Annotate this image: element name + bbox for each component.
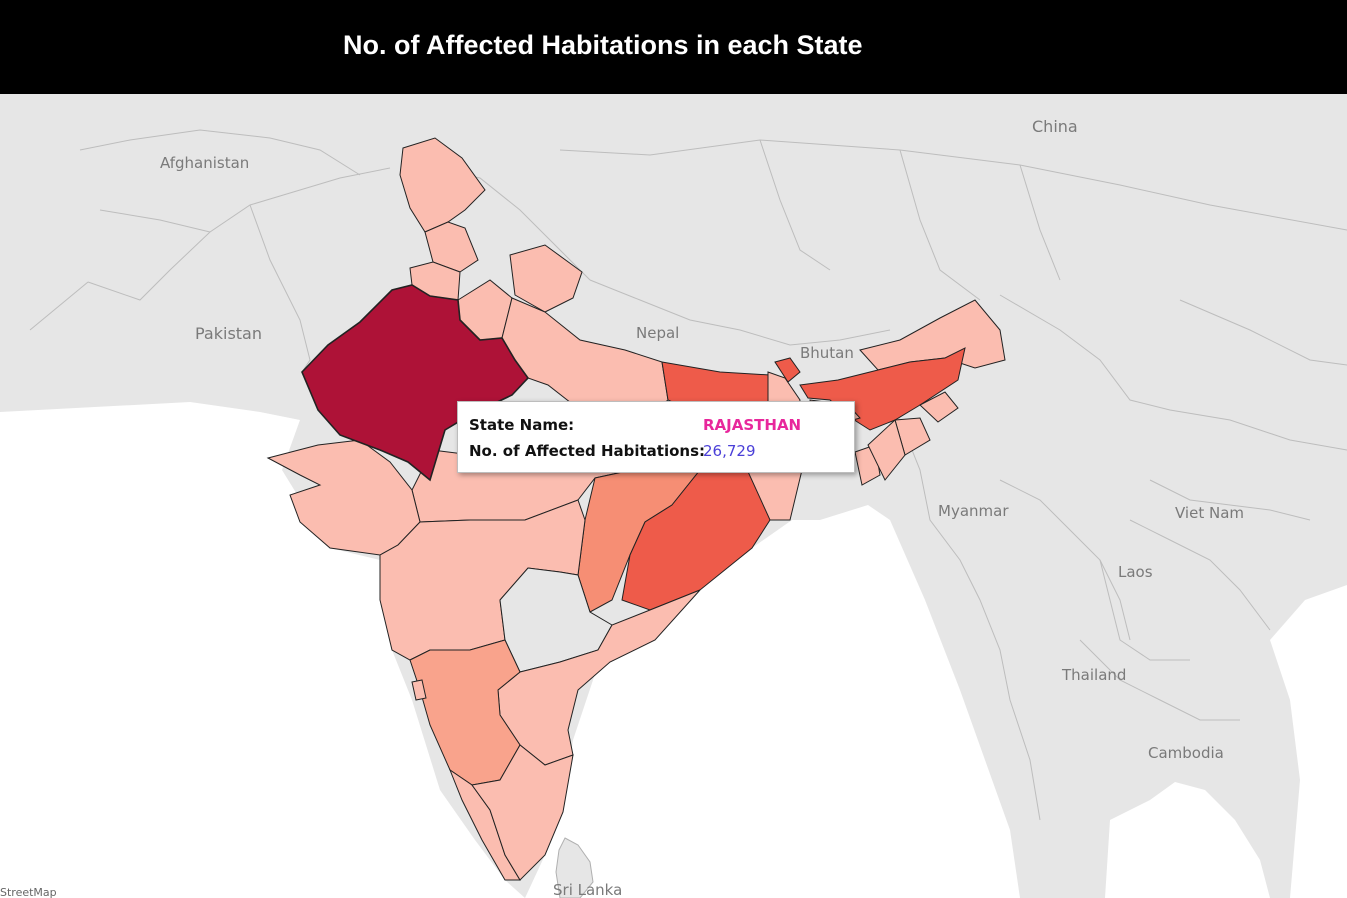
- label-pakistan: Pakistan: [195, 324, 262, 343]
- sri-lanka: [555, 837, 594, 898]
- state-uttarakhand[interactable]: [509, 244, 583, 313]
- state-karnataka[interactable]: [409, 639, 521, 786]
- label-myanmar: Myanmar: [938, 502, 1009, 520]
- state-sikkim[interactable]: [774, 357, 801, 383]
- label-bhutan: Bhutan: [800, 344, 854, 362]
- label-afghanistan: Afghanistan: [160, 154, 250, 172]
- page-title: No. of Affected Habitations in each Stat…: [343, 30, 863, 60]
- gulf-of-thailand: [1105, 782, 1270, 898]
- label-nepal: Nepal: [636, 324, 680, 342]
- arabian-sea: [0, 402, 525, 898]
- state-jammu-kashmir[interactable]: [399, 137, 486, 233]
- map-canvas[interactable]: [0, 94, 1347, 898]
- bay-of-bengal: [525, 505, 1020, 898]
- state-mizoram[interactable]: [867, 419, 906, 481]
- tooltip-count-label: No. of Affected Habitations:: [469, 442, 706, 460]
- state-rajasthan[interactable]: [301, 284, 530, 482]
- label-sri-lanka: Sri Lanka: [553, 881, 623, 898]
- state-tooltip: State Name: RAJASTHAN No. of Affected Ha…: [457, 401, 855, 473]
- label-china: China: [1032, 117, 1078, 136]
- state-tamil-nadu[interactable]: [471, 744, 574, 881]
- label-thailand: Thailand: [1062, 666, 1127, 684]
- state-goa[interactable]: [411, 679, 427, 701]
- tooltip-state-label: State Name:: [469, 416, 575, 434]
- label-vietnam: Viet Nam: [1175, 504, 1245, 522]
- state-nagaland[interactable]: [919, 391, 959, 423]
- tooltip-count-value: 26,729: [703, 442, 756, 460]
- map-attribution[interactable]: StreetMap: [0, 886, 57, 898]
- label-laos: Laos: [1118, 563, 1153, 581]
- tooltip-state-value: RAJASTHAN: [703, 416, 802, 434]
- south-china-sea: [1270, 585, 1347, 898]
- map-view[interactable]: Afghanistan Pakistan Nepal Bhutan China …: [0, 94, 1347, 898]
- label-cambodia: Cambodia: [1148, 744, 1224, 762]
- title-bar: No. of Affected Habitations in each Stat…: [0, 0, 1347, 94]
